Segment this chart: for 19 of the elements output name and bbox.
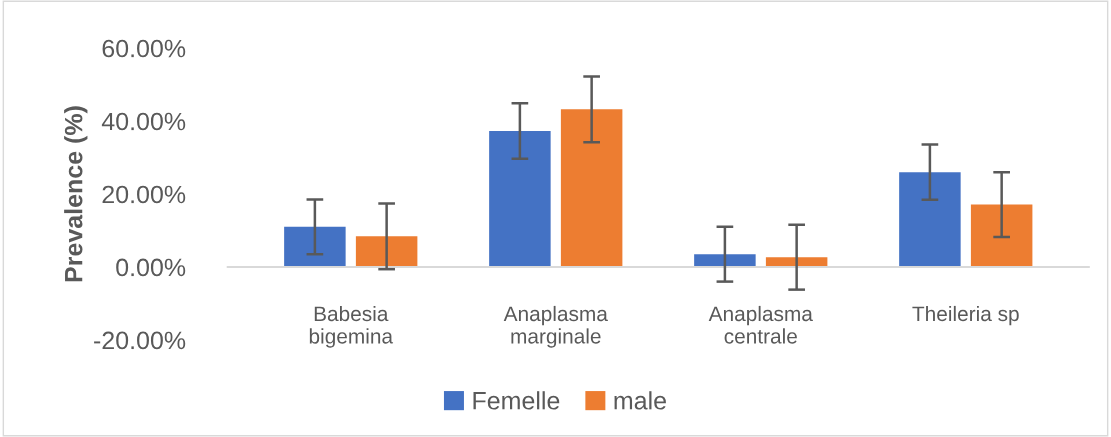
bar (560, 109, 623, 268)
legend-label: male (614, 391, 666, 410)
y-tick-label: 60.00% (102, 39, 186, 58)
bar (284, 226, 346, 268)
y-tick-label: 40.00% (101, 112, 186, 131)
y-tick-label: 20.00% (102, 185, 186, 204)
bar (970, 204, 1033, 268)
bar (899, 172, 961, 268)
bar (355, 236, 418, 268)
y-tick-label: 0.00% (116, 258, 186, 277)
y-axis-title: Prevalence (%) (64, 106, 88, 282)
y-tick-label: -20.00% (94, 331, 186, 350)
bar (694, 254, 756, 268)
legend-label: Femelle (473, 391, 560, 410)
bar (489, 130, 551, 268)
x-tick-label: Babesia bigemina (309, 305, 394, 348)
x-tick-label: Theileria sp (912, 305, 1019, 326)
x-tick-label: Anaplasma centrale (708, 305, 813, 344)
x-tick-label: Anaplasma marginale (503, 305, 608, 348)
